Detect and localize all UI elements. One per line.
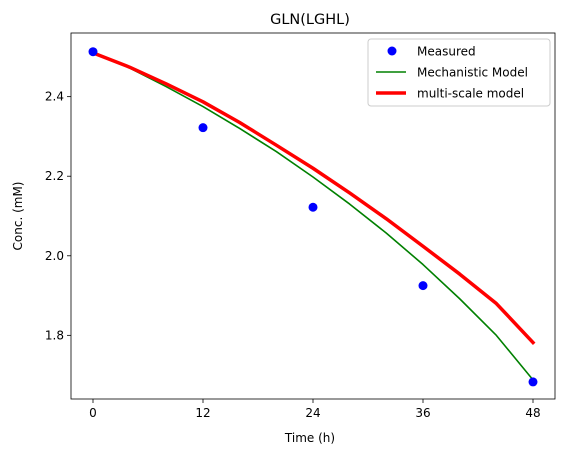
measured-point: [528, 377, 538, 387]
mechanistic-model-line: [91, 50, 535, 382]
y-tick-label: 2.2: [45, 169, 64, 183]
x-tick-label: 12: [195, 406, 210, 420]
plot-area: [88, 47, 538, 387]
legend-box: [367, 38, 551, 107]
multi-scale-model-line: [90, 50, 536, 345]
y-axis-title: Conc. (mM): [11, 182, 25, 251]
axis-ticks: 0 12 24 36 48 1.8 2.0 2.2 2.4: [45, 90, 541, 420]
y-tick-label: 2.0: [45, 249, 64, 263]
legend-label: multi-scale model: [417, 87, 524, 101]
x-tick-label: 48: [525, 406, 540, 420]
chart-title: GLN(LGHL): [270, 12, 350, 28]
x-tick-label: 36: [415, 406, 430, 420]
y-tick-label: 1.8: [45, 328, 64, 342]
legend-label: Measured: [417, 45, 476, 59]
x-tick-label: 0: [89, 406, 97, 420]
measured-point: [308, 202, 318, 212]
measured-point: [418, 281, 428, 291]
measured-point: [88, 47, 98, 57]
legend-marker-measured: [387, 46, 397, 56]
legend: Measured Mechanistic Model multi-scale mod…: [367, 38, 551, 107]
x-axis-title: Time (h): [284, 431, 335, 445]
legend-label: Mechanistic Model: [417, 66, 528, 80]
x-tick-label: 24: [305, 406, 320, 420]
measured-point: [198, 123, 208, 133]
y-tick-label: 2.4: [45, 90, 64, 104]
